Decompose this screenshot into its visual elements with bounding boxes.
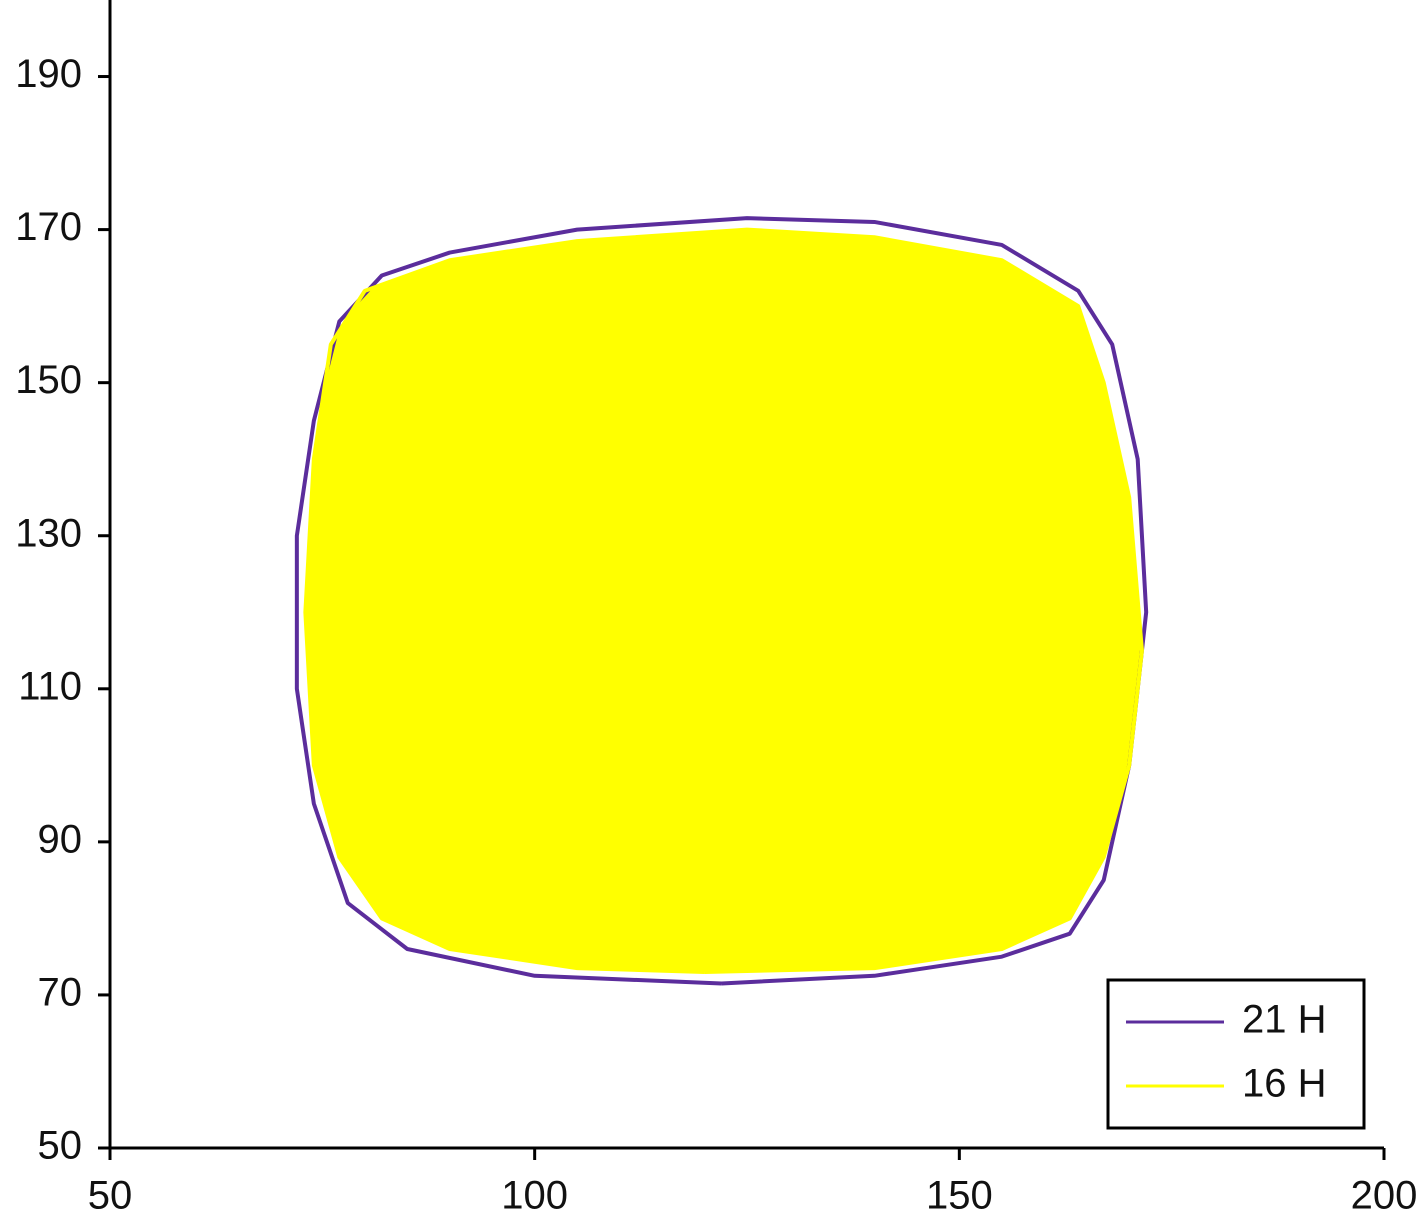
y-tick-label: 150 [15,358,82,402]
y-tick-label: 90 [38,817,83,861]
y-tick-label: 170 [15,205,82,249]
y-tick-label: 190 [15,52,82,96]
legend-box [1106,978,1366,1130]
x-tick-label: 50 [88,1174,133,1218]
legend-label: 16 H [1242,1062,1327,1106]
series-line [294,216,1149,986]
series-fill [305,229,1142,972]
y-tick-label: 130 [15,511,82,555]
legend-label: 21 H [1242,998,1327,1042]
y-tick-label: 70 [38,970,83,1014]
y-tick-label: 50 [38,1124,83,1168]
series-line [303,227,1144,974]
x-tick-label: 150 [926,1174,993,1218]
x-tick-label: 100 [501,1174,568,1218]
x-tick-label: 200 [1351,1174,1418,1218]
y-tick-label: 110 [18,664,82,708]
